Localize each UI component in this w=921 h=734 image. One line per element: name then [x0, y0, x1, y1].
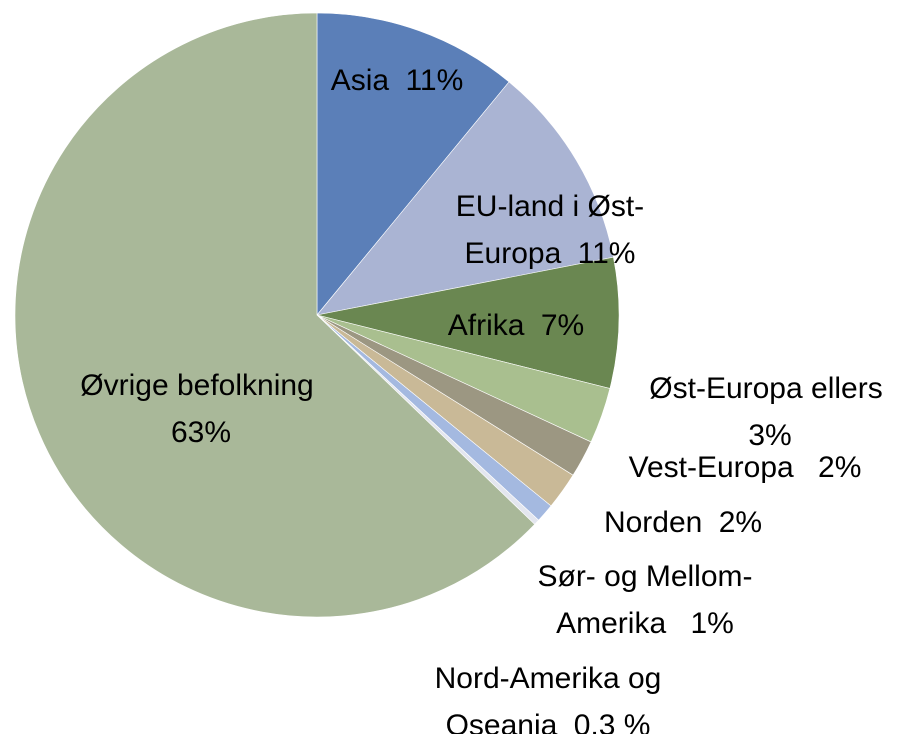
slice-label: Øvrige befolkning 63%	[57, 362, 337, 456]
slice-label: Øst-Europa ellers 3%	[624, 365, 909, 459]
slice-label: Sør- og Mellom-Amerika 1%	[510, 553, 780, 647]
pie-slice	[14, 12, 536, 618]
slice-label: Afrika 7%	[416, 302, 616, 349]
pie-slice	[316, 256, 620, 389]
value-label: 2%	[718, 506, 763, 539]
pie-slice	[316, 81, 614, 316]
slice-label: Nord-Amerika og Oseania 0,3 %	[416, 655, 681, 734]
slice-label: Asia 11%	[297, 57, 497, 104]
value-label: 63%	[170, 416, 232, 449]
value-label: 7%	[540, 309, 585, 342]
value-label: 1%	[690, 607, 734, 640]
pie-slice	[316, 12, 510, 316]
slice-label: Vest-Europa 2%	[595, 444, 895, 491]
category-name: Vest-Europa	[628, 451, 794, 484]
value-label: 11%	[577, 237, 636, 270]
category-name: Norden	[603, 506, 703, 539]
category-name: Nord-Amerika og Oseania	[434, 662, 662, 734]
category-name: Øvrige befolkning	[80, 369, 314, 402]
value-label: 11%	[405, 64, 464, 97]
category-name: Afrika	[447, 309, 525, 342]
value-label: 3%	[748, 419, 792, 452]
value-label: 0,3 %	[573, 709, 651, 734]
slice-label: EU-land i Øst-Europa 11%	[425, 183, 675, 277]
category-name: Øst-Europa ellers	[649, 372, 883, 405]
category-name: Sør- og Mellom-Amerika	[537, 560, 753, 640]
category-name: EU-land i Øst-Europa	[455, 190, 645, 270]
category-name: Asia	[330, 64, 390, 97]
slice-label: Norden 2%	[573, 499, 793, 546]
value-label: 2%	[818, 451, 862, 484]
